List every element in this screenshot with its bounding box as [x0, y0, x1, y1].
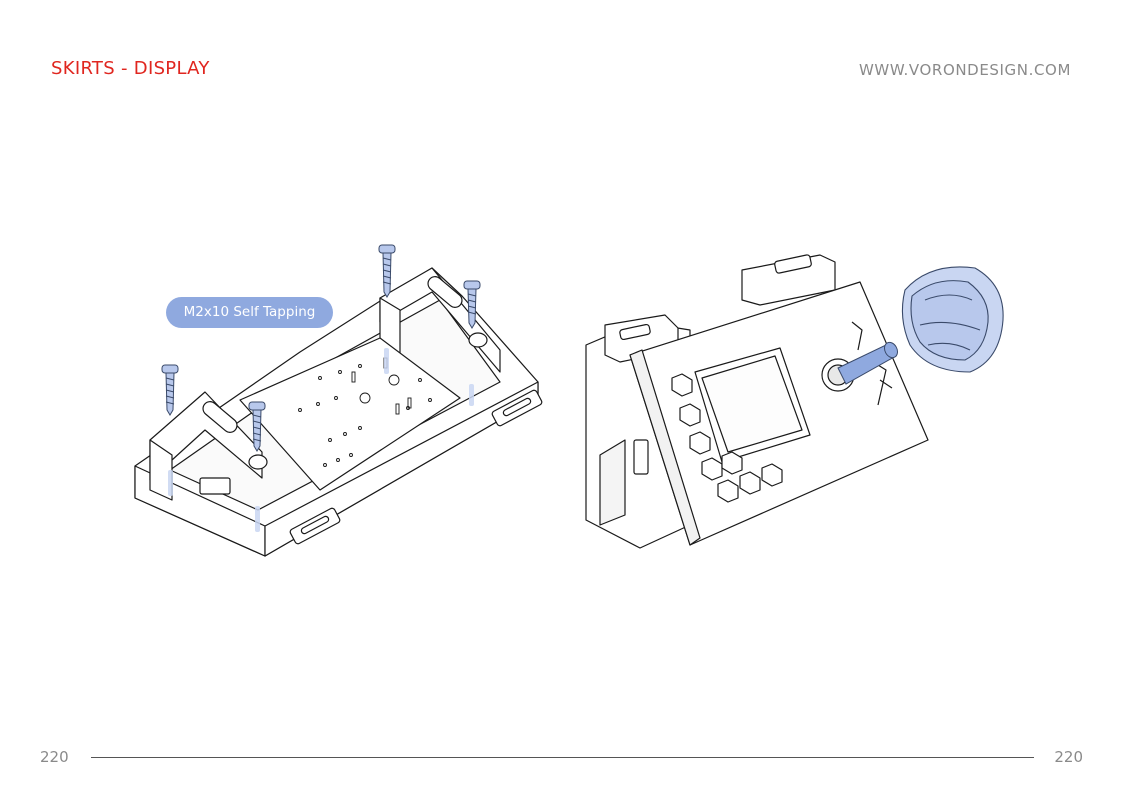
website-url: WWW.VORONDESIGN.COM — [858, 61, 1071, 79]
display-mount-base — [134, 267, 543, 557]
page-title: SKIRTS - DISPLAY — [51, 58, 210, 79]
screw-icon — [378, 244, 396, 298]
screw-callout-label: M2x10 Self Tapping — [166, 297, 333, 328]
screw-icon — [463, 280, 481, 329]
screw-guide-lines — [168, 348, 474, 532]
screw-icon — [248, 401, 266, 452]
encoder-shaft — [837, 341, 898, 385]
page-number-right: 220 — [1054, 748, 1083, 766]
display-assembly — [585, 254, 929, 549]
page-number-left: 220 — [40, 748, 69, 766]
footer-divider — [91, 757, 1034, 758]
knob-icon — [901, 266, 1004, 373]
screw-icon — [161, 364, 179, 416]
